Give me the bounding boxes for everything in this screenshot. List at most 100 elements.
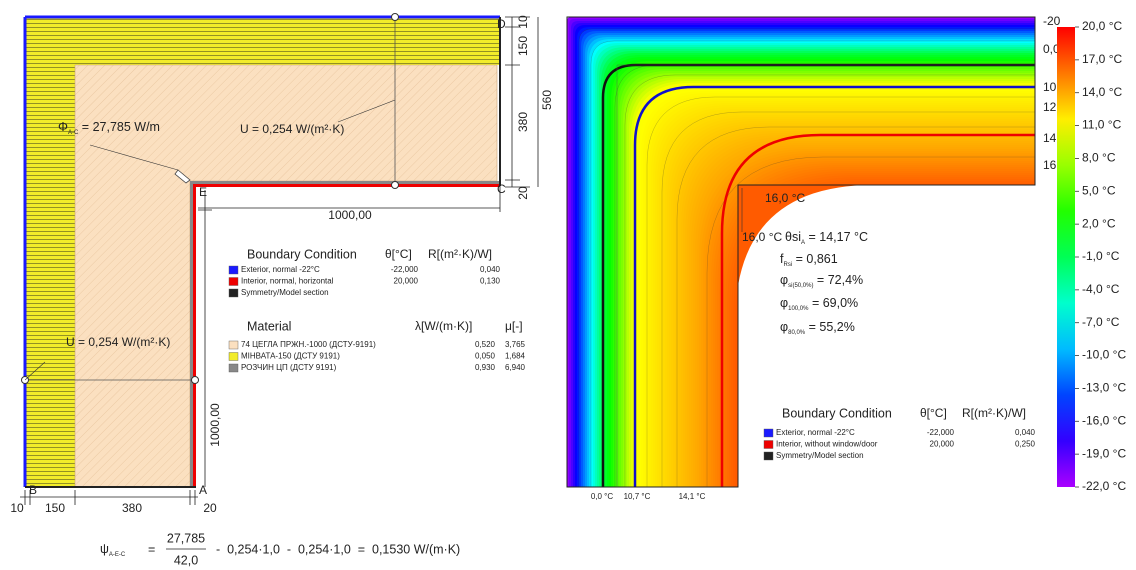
interior-boundary [195,186,501,488]
legend-value: 0,040 [1015,428,1036,437]
edge-label: 16 [1043,158,1057,172]
isotherm-label: 14,1 °C [679,492,706,501]
symbol: Φ [58,120,68,134]
dimension-label: 20 [516,186,530,200]
legend-swatch [764,441,773,449]
subscript: A-C [68,130,79,136]
edge-label: 12 [1043,100,1057,114]
corner-temp: 16,0 °C [765,191,805,205]
legend-value: 3,765 [505,340,526,349]
colorbar-label: -10,0 °C [1082,348,1126,362]
point-label: A [199,483,207,497]
subscript: 100,0% [788,306,809,312]
isotherm-label: 0,0 °C [591,492,614,501]
symbol: φ [780,320,788,334]
dimension-label: 560 [540,90,554,110]
legend-label: Symmetry/Model section [241,288,329,297]
legend-swatch [229,289,238,297]
subscript: A-E-C [109,552,126,558]
legend-label: Exterior, normal -22°C [241,265,320,274]
legend-label: Symmetry/Model section [776,451,864,460]
result: φsi(50,0%) = 72,4% [780,273,863,288]
point-label: E [199,185,207,199]
colorbar-label: 8,0 °C [1082,151,1116,165]
result: fRsi = 0,861 [780,252,838,267]
insulation [25,17,75,487]
page: 1000,00 1000,00 560 U = 0,254 W/(m²·K) U… [0,0,1136,570]
value: = 0,861 [792,252,838,266]
edge-label: 14 [1043,131,1057,145]
colorbar-label: -4,0 °C [1082,282,1120,296]
legend-label: МІНВАТА-150 (ДСТУ 9191) [241,352,340,361]
colorbar-label: 11,0 °C [1082,118,1122,132]
result: φ80,0% = 55,2% [780,320,855,335]
dimension-label: 150 [45,501,65,515]
value: = 69,0% [808,296,858,310]
legend-column: R[(m²·K)/W] [428,247,492,261]
legend-value: -22,000 [391,265,419,274]
value: = 72,4% [813,273,863,287]
edge-label: 10 [1043,80,1057,94]
legend-title: Boundary Condition [247,247,357,261]
insulation [25,17,500,65]
dimension-label: 20 [203,501,217,515]
edge-label: -20 [1043,14,1061,28]
subscript: 80,0% [788,330,806,336]
colorbar-label: -22,0 °C [1082,479,1126,493]
legend-label: Interior, without window/door [776,440,878,449]
colorbar-label: -16,0 °C [1082,413,1126,427]
colorbar-label: -7,0 °C [1082,315,1120,329]
legend-swatch [764,452,773,460]
legend-label: 74 ЦЕГЛА ПРЖН.-1000 (ДСТУ-9191) [241,340,376,349]
plaster [190,181,500,487]
dimension-label: 10 [516,15,530,29]
legend-title: Boundary Condition [782,406,892,420]
colorbar-label: -13,0 °C [1082,381,1126,395]
legend-value: 1,684 [505,352,526,361]
u-value: U = 0,254 W/(m²·K) [240,122,344,136]
colorbar [1057,27,1075,487]
formula: ψA-E-C [100,542,126,557]
legend-swatch [229,341,238,349]
legend-value: 6,940 [505,363,526,372]
symbol: φ [780,296,788,310]
temperature-band [727,177,1035,487]
dimension-label: 10 [10,501,24,515]
legend-swatch [229,364,238,372]
u-value: U = 0,254 W/(m²·K) [66,335,170,349]
legend-value: 0,050 [475,352,496,361]
surface-temp: 16,0 °C [742,230,782,244]
formula: - 0,254·1,0 - 0,254·1,0 = 0,1530 W/(m·K) [216,542,460,556]
temperature-band [729,179,1035,487]
legend-value: 0,520 [475,340,496,349]
subscript: si(50,0%) [788,283,813,289]
colorbar-label: 17,0 °C [1082,52,1122,66]
isotherm-label: 10,7 °C [624,492,651,501]
legend-value: 20,000 [394,277,419,286]
legend-column: λ[W/(m·K)] [415,319,472,333]
subscript: Rsi [783,262,792,268]
dimension-label: 1000,00 [208,403,222,447]
point-label: C [497,182,506,196]
colorbar-label: 5,0 °C [1082,183,1116,197]
formula: = [148,542,155,556]
value: = 27,785 W/m [78,120,160,134]
legend-value: 0,040 [480,265,501,274]
denominator: 42,0 [174,553,198,567]
legend-swatch [229,266,238,274]
legend-value: 0,130 [480,277,501,286]
dimension-label: 1000,00 [328,208,372,222]
dimension-lines [198,185,500,487]
dimension-label: 380 [516,112,530,132]
colorbar-label: 20,0 °C [1082,19,1122,33]
legend-column: θ[°C] [385,247,412,261]
legend-column: μ[-] [505,319,523,333]
value: = 14,17 °C [805,230,868,244]
legend-swatch [229,278,238,286]
symbol: φ [780,273,788,287]
legend-swatch [229,353,238,361]
point-label: B [29,483,37,497]
legend-column: R[(m²·K)/W] [962,406,1026,420]
colorbar-label: 2,0 °C [1082,216,1116,230]
temperature-band [725,175,1035,487]
